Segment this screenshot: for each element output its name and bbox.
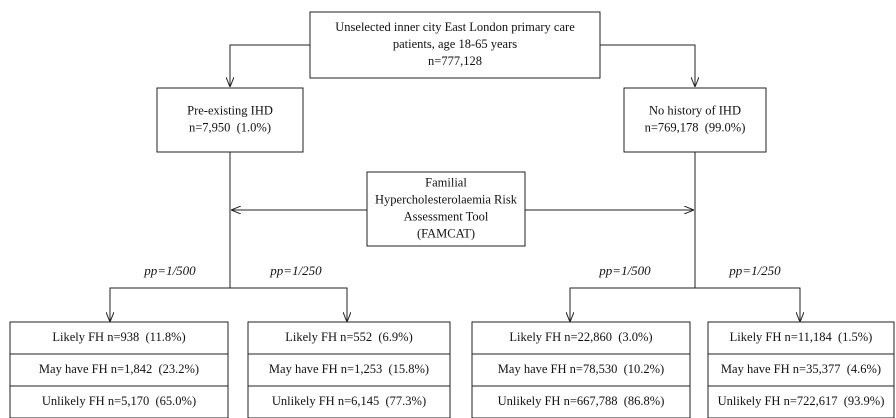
- result-text: Unlikely FH n=667,788 (86.8%): [498, 394, 665, 408]
- arrow: [230, 44, 310, 86]
- result-text: May have FH n=35,377 (4.6%): [721, 362, 881, 376]
- tool-box-text: (FAMCAT): [417, 226, 475, 240]
- result-text: Unlikely FH n=5,170 (65.0%): [42, 394, 196, 408]
- pp-label: pp=1/250: [728, 263, 781, 278]
- connector: [569, 287, 801, 320]
- connector: [109, 287, 348, 320]
- tool-box-text: Familial: [425, 175, 467, 189]
- result-cell: [9, 321, 229, 355]
- result-text: Likely FH n=22,860 (3.0%): [509, 330, 652, 344]
- result-text: Likely FH n=11,184 (1.5%): [730, 330, 873, 344]
- result-cell: [247, 353, 451, 387]
- branch-box: [156, 87, 304, 153]
- root-box-text: Unselected inner city East London primar…: [335, 20, 575, 34]
- result-text: Unlikely FH n=6,145 (77.3%): [272, 394, 426, 408]
- root-box-text: patients, age 18-65 years: [393, 37, 517, 51]
- result-cell: [247, 385, 451, 418]
- arrow: [600, 44, 695, 86]
- pp-label: pp=1/500: [143, 263, 196, 278]
- result-cell: [707, 321, 895, 355]
- result-text: Unlikely FH n=722,617 (93.9%): [718, 394, 885, 408]
- tool-box-text: Hypercholesterolaemia Risk: [375, 192, 518, 206]
- result-cell: [9, 385, 229, 418]
- result-text: Likely FH n=552 (6.9%): [285, 330, 413, 344]
- root-box-text: n=777,128: [428, 54, 482, 68]
- pp-label: pp=1/250: [269, 263, 322, 278]
- tool-box: [366, 171, 526, 247]
- branch-box-text: n=7,950 (1.0%): [189, 120, 271, 134]
- result-text: May have FH n=78,530 (10.2%): [498, 362, 664, 376]
- root-box: [309, 11, 601, 79]
- branch-box-text: n=769,178 (99.0%): [645, 120, 746, 134]
- result-cell: [9, 353, 229, 387]
- branch-box-text: Pre-existing IHD: [187, 103, 273, 117]
- result-text: May have FH n=1,253 (15.8%): [269, 362, 429, 376]
- result-cell: [471, 353, 691, 387]
- result-cell: [247, 321, 451, 355]
- tool-box-text: Assessment Tool: [404, 209, 489, 223]
- result-cell: [471, 385, 691, 418]
- result-text: Likely FH n=938 (11.8%): [52, 330, 185, 344]
- branch-box: [623, 87, 767, 153]
- branch-box-text: No history of IHD: [649, 103, 741, 117]
- result-cell: [707, 353, 895, 387]
- result-text: May have FH n=1,842 (23.2%): [39, 362, 199, 376]
- result-cell: [471, 321, 691, 355]
- pp-label: pp=1/500: [598, 263, 651, 278]
- result-cell: [707, 385, 895, 418]
